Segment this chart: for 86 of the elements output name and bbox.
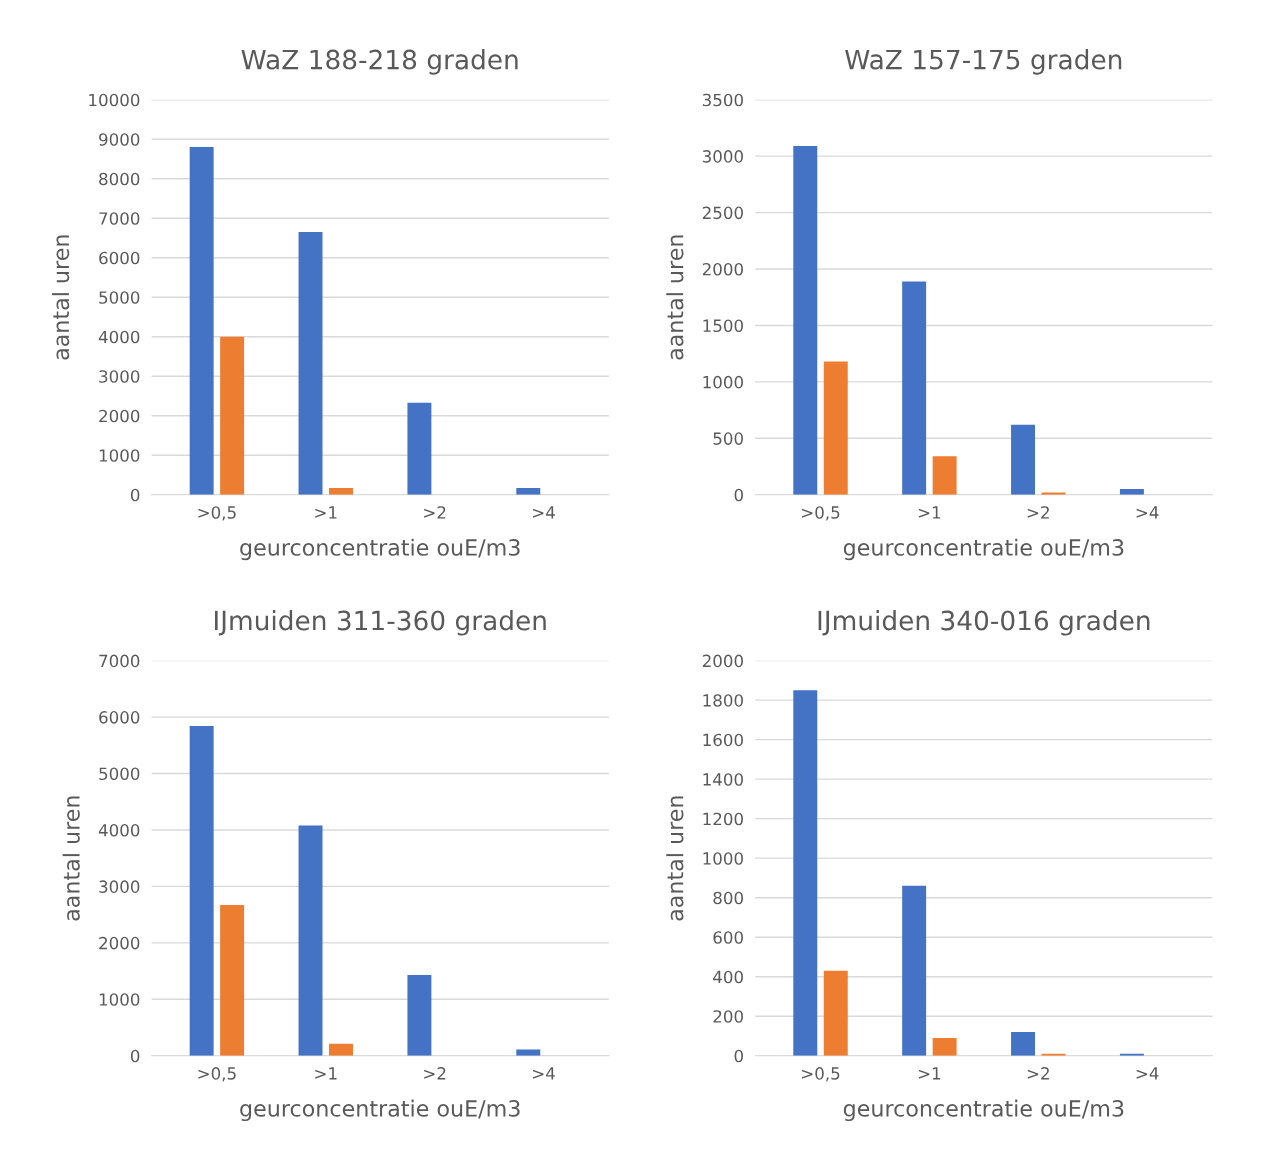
y-tick-label: 1000 (99, 449, 140, 462)
y-tick-label: 4000 (98, 330, 140, 344)
y-tick-label: 1200 (703, 812, 743, 826)
y-tick-label: 3000 (99, 880, 140, 893)
x-tick-label: >1 (918, 506, 941, 519)
y-tick-label: 10000 (89, 93, 140, 107)
y-tick-label: 1500 (703, 319, 743, 333)
bar (932, 1037, 957, 1056)
y-axis-title: aantal uren (666, 796, 684, 921)
y-tick-label: 1800 (703, 694, 743, 707)
y-tick-label: 9000 (99, 133, 140, 146)
y-tick-label: 2000 (702, 654, 743, 668)
chart-title: WaZ 157-175 graden (845, 49, 1122, 75)
y-tick-label: 1000 (99, 993, 140, 1006)
y-tick-label: 1000 (703, 852, 743, 865)
y-tick-label: 3000 (99, 370, 140, 383)
y-tick-label: 1400 (703, 773, 743, 786)
y-tick-label: 600 (713, 931, 743, 944)
bar (823, 970, 848, 1056)
bar (189, 726, 214, 1056)
bar (407, 975, 432, 1056)
bar (220, 336, 245, 495)
bar (823, 361, 848, 495)
x-tick-label: >4 (533, 506, 555, 519)
bar (793, 145, 818, 495)
y-tick-label: 1600 (703, 733, 743, 747)
x-axis-title: geurconcentratie ouE/m3 (240, 1099, 520, 1122)
x-tick-label: >2 (424, 506, 446, 519)
bar (793, 690, 818, 1056)
y-tick-label: 3000 (702, 150, 743, 163)
y-axis-title: aantal uren (52, 235, 70, 360)
y-tick-label: 0 (130, 488, 140, 502)
x-tick-label: >1 (315, 1067, 337, 1080)
x-tick-label: >4 (533, 1067, 555, 1080)
bar (298, 825, 323, 1056)
x-axis-title: geurconcentratie ouE/m3 (843, 538, 1124, 561)
bar (407, 402, 432, 495)
y-axis-title: aantal uren (666, 235, 684, 360)
x-tick-label: >4 (1136, 506, 1159, 519)
y-tick-label: 200 (713, 1010, 743, 1023)
y-tick-label: 7000 (99, 212, 140, 225)
chart-title: IJmuiden 311-360 graden (215, 610, 546, 636)
y-tick-label: 800 (713, 891, 743, 905)
bar (932, 456, 957, 495)
y-tick-label: 500 (713, 432, 743, 445)
chart-title: WaZ 188-218 graden (241, 49, 518, 75)
y-tick-label: 6000 (99, 251, 140, 265)
y-tick-label: 5000 (99, 767, 140, 781)
y-tick-label: 8000 (99, 172, 140, 186)
bar (220, 905, 245, 1056)
x-axis-title: geurconcentratie ouE/m3 (843, 1099, 1124, 1122)
x-tick-label: >0,5 (198, 506, 236, 521)
x-tick-label: >0,5 (802, 1067, 840, 1082)
x-tick-label: >2 (1027, 506, 1049, 519)
y-tick-label: 7000 (99, 654, 140, 668)
y-tick-label: 2000 (99, 936, 140, 950)
y-tick-label: 0 (734, 1049, 743, 1063)
y-axis-title: aantal uren (62, 796, 80, 921)
bar (329, 1043, 353, 1056)
x-tick-label: >2 (424, 1067, 446, 1080)
bar (1011, 1032, 1036, 1056)
bar (902, 885, 927, 1056)
y-tick-label: 6000 (99, 711, 140, 724)
x-axis-title: geurconcentratie ouE/m3 (240, 538, 520, 561)
y-tick-label: 5000 (99, 291, 140, 304)
bar (516, 1049, 541, 1056)
bar (298, 232, 323, 495)
bar (189, 147, 214, 495)
bar (902, 281, 927, 495)
y-tick-label: 400 (713, 970, 743, 984)
chart-title: IJmuiden 340-016 graden (818, 610, 1150, 636)
bar (1011, 424, 1036, 495)
y-tick-label: 2000 (99, 409, 140, 423)
x-tick-label: >0,5 (198, 1067, 236, 1082)
y-tick-label: 4000 (98, 823, 140, 837)
y-tick-label: 3500 (702, 93, 743, 107)
x-tick-label: >2 (1027, 1067, 1049, 1080)
y-tick-label: 1000 (703, 375, 743, 389)
x-tick-label: >4 (1136, 1067, 1159, 1080)
y-tick-label: 0 (130, 1049, 140, 1063)
y-tick-label: 0 (734, 488, 743, 502)
x-tick-label: >1 (315, 506, 337, 519)
x-tick-label: >1 (918, 1067, 941, 1080)
y-tick-label: 2500 (702, 206, 743, 220)
x-tick-label: >0,5 (802, 506, 840, 521)
y-tick-label: 2000 (702, 262, 743, 276)
